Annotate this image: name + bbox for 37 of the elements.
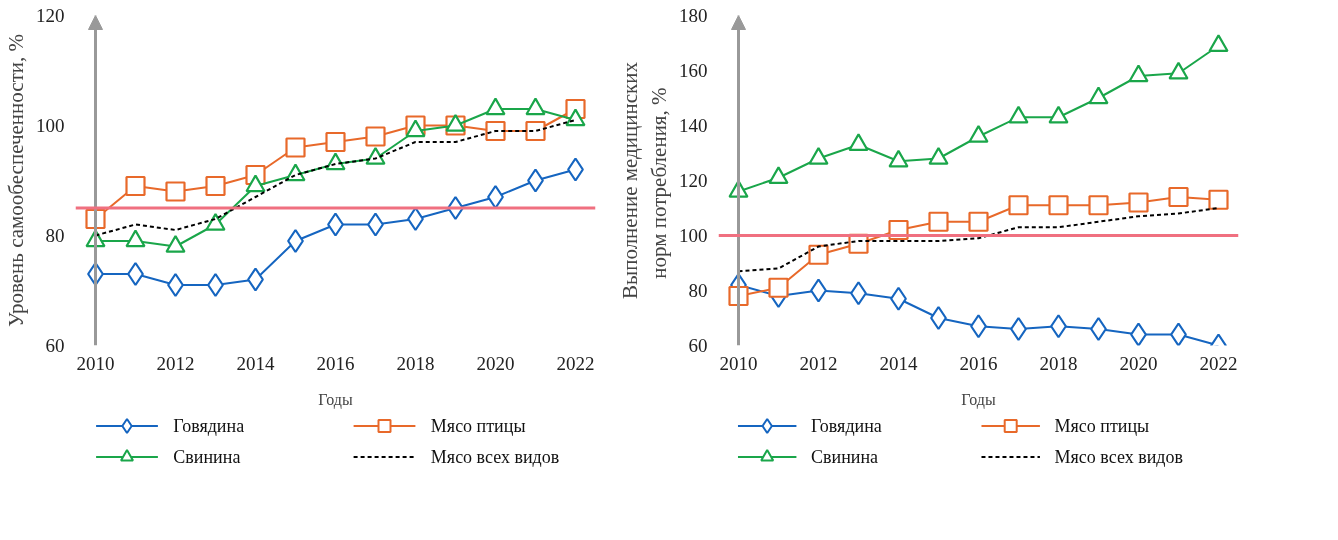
x-tick-label: 2018 <box>396 352 435 374</box>
y-tick-label: 80 <box>45 225 65 246</box>
x-tick-label: 2022 <box>1199 352 1238 374</box>
y-tick-label: 180 <box>679 5 708 26</box>
x-tick-label: 2010 <box>719 352 758 374</box>
legend-label: Мясо птицы <box>1054 416 1150 436</box>
x-axis-title: Годы <box>961 390 996 409</box>
y-tick-label: 60 <box>45 335 65 356</box>
y-tick-label: 60 <box>688 335 708 356</box>
x-tick-label: 2012 <box>799 352 838 374</box>
legend-label: Мясо птицы <box>430 416 526 436</box>
x-tick-label: 2014 <box>879 352 918 374</box>
x-tick-label: 2016 <box>316 352 355 374</box>
legend-label: Говядина <box>173 416 245 436</box>
legend-label: Мясо всех видов <box>1054 447 1183 467</box>
x-axis-title: Годы <box>318 390 353 409</box>
y-tick-label: 80 <box>688 280 708 301</box>
x-tick-label: 2016 <box>959 352 998 374</box>
legend-label: Говядина <box>811 416 882 436</box>
x-tick-label: 2010 <box>76 352 115 374</box>
y-tick-label: 140 <box>679 115 708 136</box>
y-tick-label: 120 <box>36 5 65 26</box>
y-axis-title: Уровень самообеспеченности, % <box>4 33 28 328</box>
x-tick-label: 2020 <box>476 352 515 374</box>
legend-label: Свинина <box>811 447 879 467</box>
legend-label: Мясо всех видов <box>430 447 560 467</box>
x-tick-label: 2022 <box>556 352 595 374</box>
legend-label: Свинина <box>173 447 241 467</box>
y-tick-label: 160 <box>679 60 708 81</box>
x-tick-label: 2020 <box>1119 352 1158 374</box>
y-axis-title: Выполнение медицинских норм потребления, % <box>618 61 671 299</box>
x-tick-label: 2012 <box>156 352 195 374</box>
x-tick-label: 2018 <box>1039 352 1078 374</box>
y-tick-label: 100 <box>36 115 65 136</box>
x-tick-label: 2014 <box>236 352 275 374</box>
y-tick-label: 120 <box>679 170 708 191</box>
y-tick-label: 100 <box>679 225 708 246</box>
